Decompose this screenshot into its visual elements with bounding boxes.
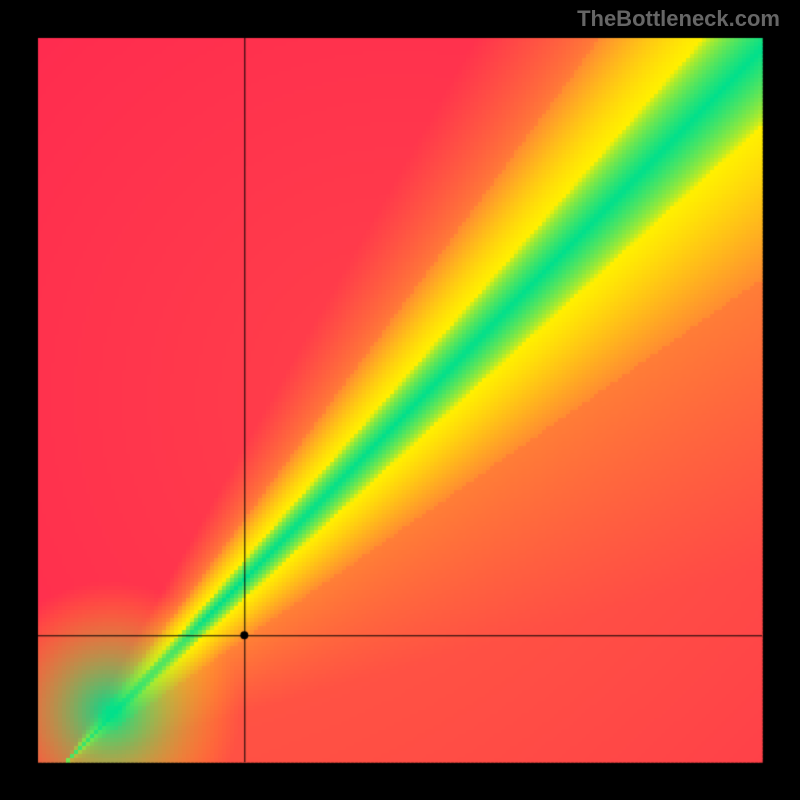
heatmap-canvas — [0, 0, 800, 800]
chart-container: TheBottleneck.com — [0, 0, 800, 800]
watermark-text: TheBottleneck.com — [577, 6, 780, 32]
